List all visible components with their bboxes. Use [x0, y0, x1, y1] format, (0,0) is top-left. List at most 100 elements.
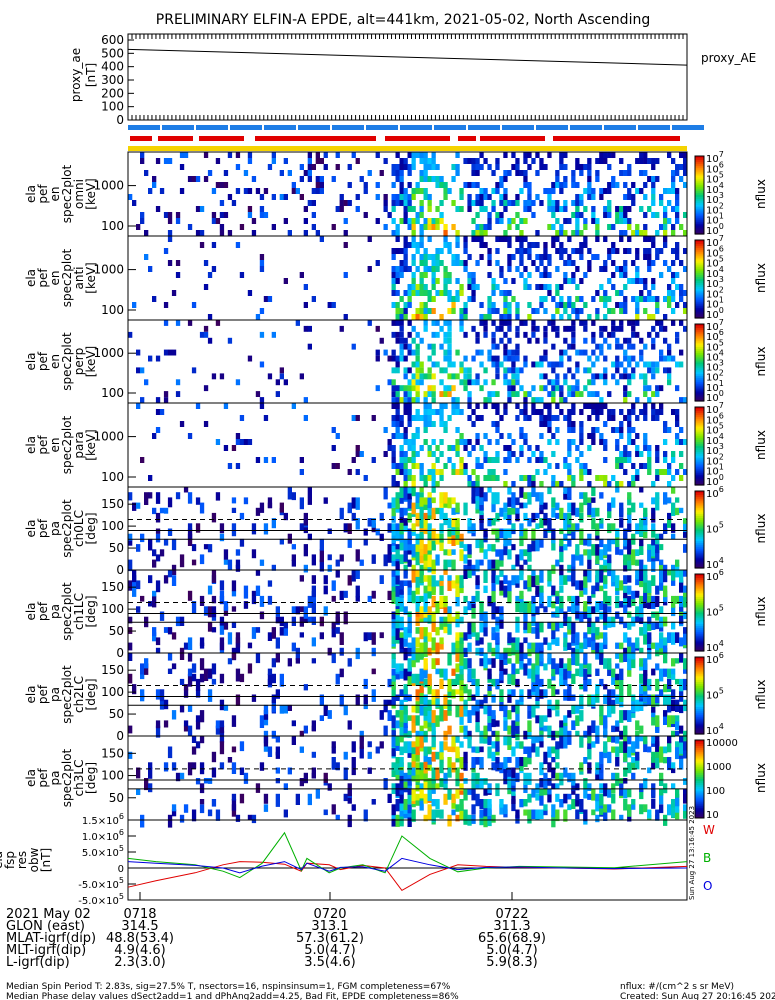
- heatmap-cell: [163, 391, 169, 397]
- heatmap-cell: [575, 606, 580, 619]
- heatmap-cell: [515, 164, 520, 170]
- heatmap-cell: [551, 385, 556, 392]
- heatmap-cell: [447, 391, 452, 397]
- heatmap-cell: [599, 397, 604, 403]
- heatmap-cell: [543, 788, 548, 796]
- heatmap-cell: [471, 481, 476, 487]
- heatmap-cell: [459, 379, 464, 386]
- heatmap-cell: [128, 725, 133, 734]
- heatmap-cell: [643, 182, 648, 188]
- heatmap-cell: [251, 595, 257, 605]
- heatmap-cell: [191, 809, 197, 822]
- heatmap-cell: [411, 242, 416, 248]
- heatmap-cell: [635, 611, 640, 623]
- colorbar-step: [695, 424, 704, 428]
- heatmap-cell: [551, 804, 556, 818]
- heatmap-cell: [140, 533, 145, 543]
- heatmap-cell: [399, 314, 404, 320]
- heatmap-cell: [551, 379, 556, 386]
- heatmap-cell: [423, 512, 428, 520]
- heatmap-cell: [483, 188, 488, 194]
- heatmap-cell: [431, 421, 436, 427]
- heatmap-cell: [491, 570, 496, 581]
- heatmap-cell: [583, 575, 588, 588]
- heatmap-cell: [663, 653, 668, 664]
- heatmap-cell: [407, 409, 412, 415]
- heatmap-cell: [563, 720, 568, 727]
- heatmap-cell: [431, 736, 436, 748]
- heatmap-cell: [475, 507, 480, 514]
- heatmap-cell: [575, 367, 580, 374]
- ytick-label: 100: [101, 303, 124, 317]
- heatmap-cell: [579, 710, 584, 722]
- heatmap-cell: [399, 325, 404, 332]
- heatmap-cell: [503, 409, 508, 415]
- heatmap-cell: [403, 302, 408, 308]
- colorbar-step: [695, 157, 704, 161]
- heatmap-cell: [507, 487, 512, 495]
- heatmap-cell: [463, 302, 468, 308]
- heatmap-cell: [519, 601, 524, 613]
- colorbar-step: [695, 412, 704, 416]
- heatmap-cell: [475, 284, 480, 290]
- heatmap-cell: [527, 642, 532, 649]
- heatmap-cell: [655, 308, 660, 314]
- heatmap-cell: [667, 715, 672, 728]
- heatmap-cell: [527, 621, 532, 634]
- heatmap-cell: [603, 445, 608, 451]
- heatmap-cell: [307, 152, 312, 158]
- heatmap-cell: [443, 331, 448, 338]
- heatmap-cell: [431, 439, 436, 445]
- heatmap-cell: [395, 757, 400, 764]
- heatmap-cell: [627, 355, 632, 362]
- heatmap-cell: [211, 751, 217, 763]
- heatmap-cell: [551, 507, 556, 518]
- heatmap-cell: [503, 736, 508, 746]
- heatmap-cell: [563, 349, 568, 356]
- heatmap-cell: [607, 224, 612, 230]
- heatmap-cell: [651, 595, 656, 608]
- heatmap-cell: [559, 224, 564, 230]
- heatmap-cell: [399, 320, 404, 326]
- heatmap-cell: [595, 415, 600, 421]
- heatmap-cell: [651, 164, 656, 170]
- heatmap-cell: [519, 367, 524, 374]
- heatmap-cell: [140, 814, 145, 828]
- heatmap-cell: [495, 248, 500, 254]
- heatmap-cell: [511, 642, 516, 656]
- heatmap-cell: [679, 611, 684, 625]
- colorbar-step: [695, 335, 704, 339]
- heatmap-cell: [427, 684, 432, 695]
- heatmap-cell: [507, 694, 512, 703]
- heatmap-cell: [663, 492, 668, 505]
- heatmap-cell: [399, 188, 404, 194]
- heatmap-cell: [599, 403, 604, 409]
- colorbar-tick-label: 106: [706, 328, 724, 343]
- heatmap-cell: [263, 715, 269, 726]
- heatmap-cell: [619, 502, 624, 516]
- heatmap-cell: [503, 804, 508, 815]
- heatmap-cell: [559, 254, 564, 260]
- colorbar-step: [695, 310, 704, 313]
- heatmap-cell: [435, 331, 440, 338]
- heatmap-cell: [635, 320, 640, 326]
- heatmap-cell: [543, 469, 548, 475]
- heatmap-cell: [579, 409, 584, 415]
- heatmap-cell: [531, 403, 536, 409]
- heatmap-cell: [511, 746, 516, 757]
- heatmap-cell: [499, 320, 504, 326]
- heatmap-cell: [167, 497, 173, 508]
- heatmap-cell: [235, 668, 241, 682]
- heatmap-cell: [419, 528, 424, 540]
- heatmap-cell: [655, 254, 660, 260]
- heatmap-cell: [627, 668, 632, 677]
- heatmap-cell: [631, 699, 636, 713]
- colorbar-step: [695, 261, 704, 264]
- panel-ylabel-line: ch0LC: [72, 510, 86, 547]
- heatmap-cell: [275, 606, 280, 617]
- heatmap-cell: [563, 487, 568, 494]
- heatmap-cell: [307, 616, 312, 623]
- heatmap-cell: [415, 373, 420, 380]
- heatmap-cell: [595, 632, 600, 640]
